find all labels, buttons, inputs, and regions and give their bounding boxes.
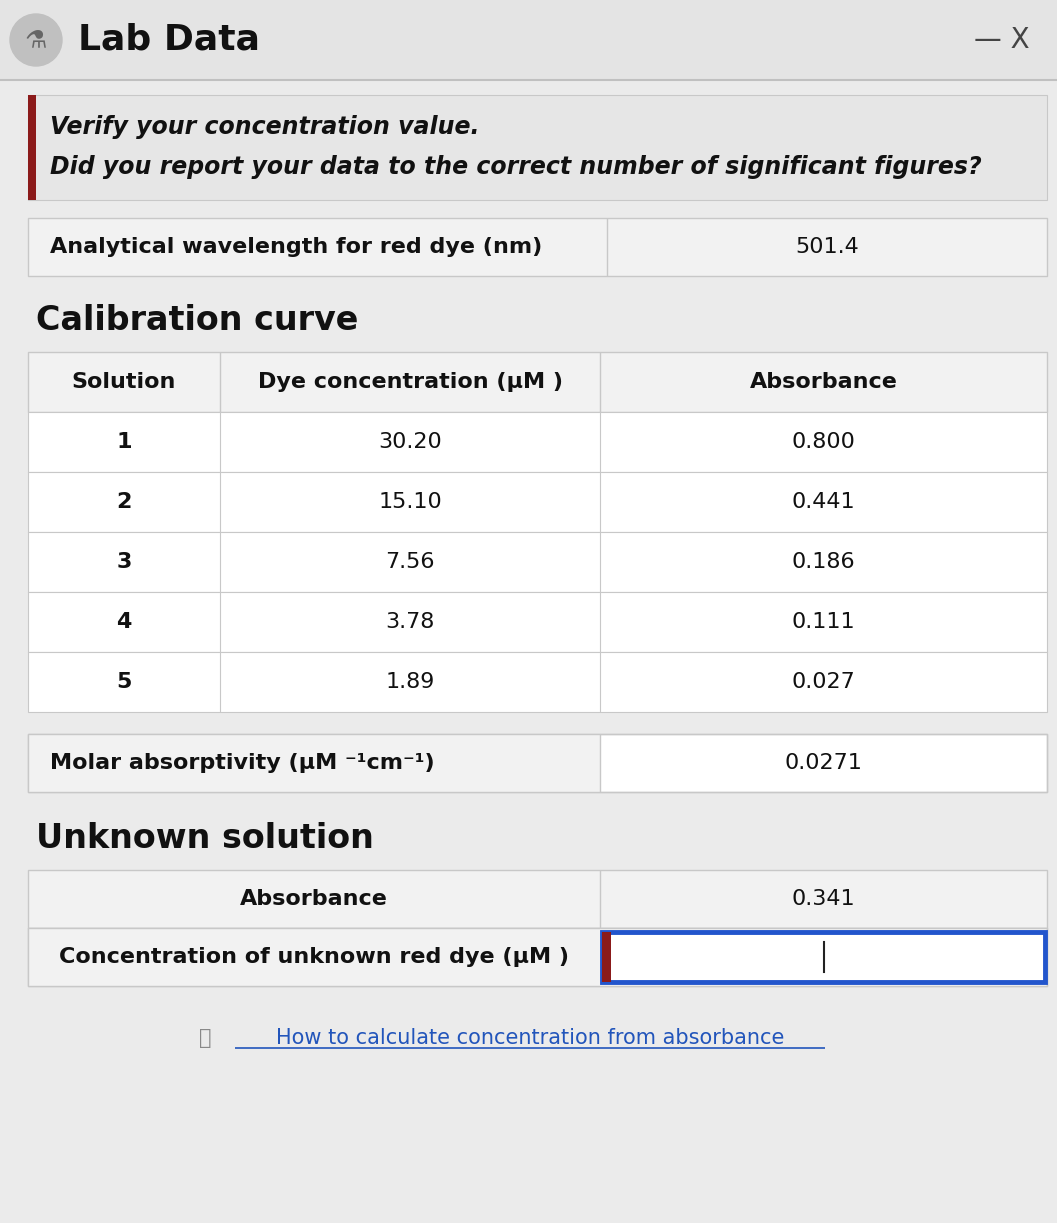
Text: Absorbance: Absorbance [240,889,388,909]
Text: 4: 4 [116,612,132,632]
Bar [27,870,1047,928]
Text: 0.0271: 0.0271 [784,753,863,773]
Text: Did you report your data to the correct number of significant figures?: Did you report your data to the correct … [50,155,982,179]
Text: ⚗: ⚗ [24,28,48,53]
Bar [27,532,1047,592]
Bar [602,932,611,982]
Bar [602,932,1045,982]
Text: Calibration curve: Calibration curve [36,303,358,336]
Text: 🏷: 🏷 [199,1029,211,1048]
Text: 1.89: 1.89 [386,671,434,692]
Text: 0.186: 0.186 [792,552,855,572]
Bar [27,592,1047,652]
Bar [27,412,1047,472]
Text: 0.441: 0.441 [792,492,855,512]
Text: Dye concentration (μΜ ): Dye concentration (μΜ ) [258,372,562,393]
Text: 3.78: 3.78 [386,612,434,632]
Bar [27,472,1047,532]
Bar [27,352,1047,412]
Text: 30.20: 30.20 [378,432,442,453]
Text: 501.4: 501.4 [795,237,859,257]
Bar [27,95,36,201]
Text: 0.111: 0.111 [792,612,855,632]
Bar [27,928,1047,986]
Text: — X: — X [975,26,1030,54]
Text: Solution: Solution [72,372,177,393]
Text: 0.341: 0.341 [792,889,855,909]
Bar [0,0,1057,79]
Text: Lab Data: Lab Data [78,23,260,57]
Text: 5: 5 [116,671,132,692]
Text: 1: 1 [116,432,132,453]
Text: 2: 2 [116,492,132,512]
Text: 15.10: 15.10 [378,492,442,512]
Bar [27,95,1047,201]
Text: How to calculate concentration from absorbance: How to calculate concentration from abso… [276,1029,784,1048]
Text: 0.800: 0.800 [792,432,855,453]
Text: Molar absorptivity (μΜ ⁻¹cm⁻¹): Molar absorptivity (μΜ ⁻¹cm⁻¹) [50,753,434,773]
Bar [27,734,1047,793]
Text: 3: 3 [116,552,132,572]
Bar [27,928,1047,986]
Circle shape [10,13,62,66]
Text: Unknown solution: Unknown solution [36,822,374,855]
Text: 7.56: 7.56 [385,552,434,572]
Bar [27,928,600,986]
Text: Concentration of unknown red dye (μΜ ): Concentration of unknown red dye (μΜ ) [59,947,569,967]
Text: Absorbance: Absorbance [749,372,897,393]
Bar [27,218,1047,276]
Bar [27,734,600,793]
Bar [27,652,1047,712]
Text: Verify your concentration value.: Verify your concentration value. [50,115,480,139]
Text: Analytical wavelength for red dye (nm): Analytical wavelength for red dye (nm) [50,237,542,257]
Text: 0.027: 0.027 [792,671,855,692]
Bar [27,734,1047,793]
